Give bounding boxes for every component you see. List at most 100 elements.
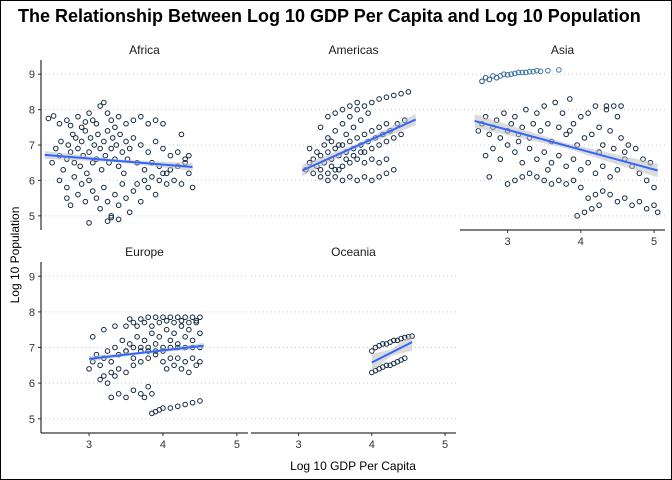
- facet-panels: Africa 5 6 7 8 9 Americas Asia 3 4 5 Europe 5 6 7 8 9 3 4 5…: [29, 43, 665, 451]
- data-point: [167, 314, 174, 321]
- data-point: [104, 198, 111, 205]
- data-point: [101, 326, 107, 333]
- data-point: [383, 362, 390, 369]
- y-tick-label: 6: [29, 175, 35, 187]
- data-point: [67, 149, 74, 155]
- data-point: [178, 323, 185, 329]
- data-point: [541, 149, 547, 155]
- data-point: [134, 323, 140, 329]
- data-point: [112, 124, 118, 131]
- data-point: [336, 166, 342, 173]
- data-point: [339, 177, 346, 184]
- data-point: [149, 391, 155, 397]
- x-tick-label: 4: [369, 439, 375, 451]
- x-tick-label: 5: [651, 236, 657, 248]
- data-point: [332, 128, 338, 134]
- data-point: [306, 145, 313, 152]
- data-point: [193, 362, 200, 369]
- data-point: [123, 394, 129, 401]
- data-point: [519, 69, 526, 76]
- data-point: [145, 383, 151, 390]
- data-point: [141, 319, 148, 326]
- data-point: [515, 138, 522, 145]
- data-point: [512, 70, 518, 77]
- data-point: [189, 184, 196, 191]
- data-point: [530, 120, 537, 127]
- data-point: [130, 355, 137, 361]
- data-point: [145, 314, 151, 321]
- data-point: [475, 128, 482, 134]
- data-point: [534, 156, 540, 162]
- data-point: [501, 110, 507, 116]
- data-point: [193, 319, 200, 326]
- data-point: [95, 131, 101, 138]
- data-point: [182, 156, 188, 162]
- data-point: [77, 163, 83, 170]
- data-point: [138, 344, 144, 351]
- data-point: [171, 362, 177, 369]
- data-point: [325, 135, 331, 141]
- data-point: [112, 373, 118, 379]
- data-point: [321, 142, 328, 148]
- x-axis-title: Log 10 GDP Per Capita: [290, 459, 416, 473]
- y-tick-label: 8: [29, 105, 35, 117]
- data-point: [171, 319, 177, 326]
- x-tick-label: 3: [86, 439, 92, 451]
- x-tick-label: 4: [578, 236, 584, 248]
- data-point: [82, 128, 89, 134]
- data-point: [152, 314, 159, 321]
- data-point: [189, 355, 196, 361]
- data-point: [101, 99, 107, 106]
- data-point: [339, 142, 346, 148]
- data-point: [69, 131, 76, 138]
- data-point: [171, 330, 177, 337]
- data-point: [596, 202, 602, 209]
- data-point: [486, 174, 493, 180]
- data-point: [379, 341, 386, 347]
- data-point: [138, 358, 144, 365]
- data-point: [163, 317, 170, 324]
- data-point: [60, 166, 66, 173]
- data-point: [86, 110, 92, 116]
- data-point: [64, 195, 70, 201]
- data-point: [515, 69, 522, 76]
- data-point: [592, 103, 599, 109]
- data-point: [578, 166, 584, 173]
- trend-line: [301, 118, 417, 172]
- data-point: [508, 71, 515, 77]
- data-point: [86, 149, 92, 155]
- data-point: [101, 373, 107, 379]
- data-point: [325, 149, 331, 155]
- y-tick-label: 5: [29, 211, 35, 223]
- data-point: [607, 191, 613, 198]
- data-point: [163, 170, 170, 177]
- data-point: [574, 213, 580, 219]
- data-point: [585, 159, 591, 166]
- data-point: [167, 337, 174, 344]
- data-point: [138, 391, 144, 397]
- data-point: [599, 163, 606, 170]
- data-point: [512, 113, 518, 120]
- data-point: [581, 135, 588, 141]
- data-point: [178, 181, 185, 187]
- data-point: [86, 220, 92, 226]
- data-point: [504, 142, 511, 148]
- data-point: [497, 156, 504, 162]
- data-point: [592, 191, 599, 198]
- data-point: [138, 198, 144, 205]
- data-point: [130, 362, 137, 369]
- data-point: [138, 316, 144, 322]
- data-point: [78, 124, 85, 131]
- data-point: [625, 142, 632, 148]
- data-point: [160, 314, 166, 321]
- data-point: [104, 128, 111, 134]
- trend-line: [474, 119, 658, 172]
- data-point: [643, 205, 650, 212]
- chart-title: The Relationship Between Log 10 GDP Per …: [18, 6, 641, 26]
- data-point: [112, 323, 118, 329]
- data-point: [332, 110, 338, 116]
- data-point: [97, 376, 103, 383]
- data-point: [603, 106, 610, 113]
- data-point: [383, 156, 390, 162]
- data-point: [91, 142, 98, 148]
